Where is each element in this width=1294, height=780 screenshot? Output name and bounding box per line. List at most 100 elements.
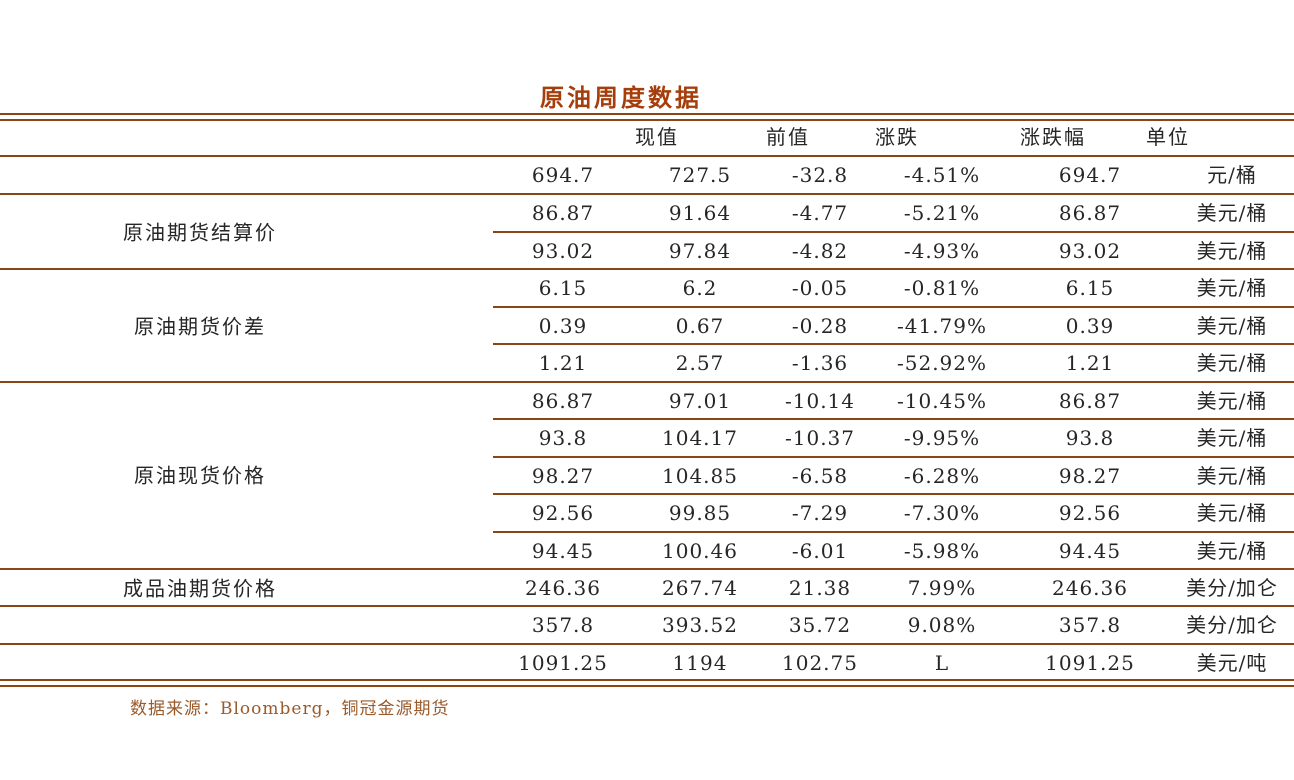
value-unit: 美分/加仑	[1186, 613, 1278, 637]
value-unit: 美元/桶	[1196, 201, 1268, 225]
value-unit: 元/桶	[1207, 163, 1257, 187]
table-row: 98.27 104.85 -6.58 -6.28% 98.27 美元/桶	[0, 458, 1294, 494]
value-current: 1.21	[538, 351, 588, 375]
value-change: -1.36	[791, 351, 849, 375]
value-unit: 美元/桶	[1196, 464, 1268, 488]
data-source-note: 数据来源：Bloomberg，铜冠金源期货	[130, 699, 450, 719]
table-row: 1.21 2.57 -1.36 -52.92% 1.21 美元/桶	[0, 345, 1294, 381]
value-change: -4.77	[791, 201, 849, 225]
col-header-current: 现值	[635, 125, 679, 149]
value-change-pct: -10.45%	[896, 389, 988, 413]
value-change: -10.37	[784, 426, 856, 450]
row-group-label: 成品油期货价格	[123, 576, 277, 601]
value-previous: 104.17	[662, 426, 738, 450]
value-unit: 美元/桶	[1196, 314, 1268, 338]
double-rule-top	[0, 119, 1294, 121]
rule-line-partial	[493, 456, 1294, 458]
value-change: -0.05	[791, 276, 849, 300]
value-current-repeat: 86.87	[1058, 389, 1122, 413]
value-current: 94.45	[531, 539, 595, 563]
value-current: 86.87	[531, 389, 595, 413]
table-row: 246.36 267.74 21.38 7.99% 246.36 美分/加仑	[0, 570, 1294, 606]
table-row: 694.7 727.5 -32.8 -4.51% 694.7 元/桶	[0, 157, 1294, 193]
value-previous: 1194	[672, 651, 728, 675]
value-previous: 0.67	[675, 314, 725, 338]
value-current-repeat: 1.21	[1065, 351, 1115, 375]
value-current: 694.7	[531, 163, 595, 187]
rule-line	[0, 381, 1294, 383]
value-current: 86.87	[531, 201, 595, 225]
value-change: -6.58	[791, 464, 849, 488]
table-row: 93.02 97.84 -4.82 -4.93% 93.02 美元/桶	[0, 233, 1294, 269]
value-unit: 美元/桶	[1196, 426, 1268, 450]
value-unit: 美元/桶	[1196, 351, 1268, 375]
value-change-pct: 7.99%	[907, 576, 977, 600]
value-current: 93.02	[531, 239, 595, 263]
value-previous: 2.57	[675, 351, 725, 375]
value-current-repeat: 6.15	[1065, 276, 1115, 300]
value-change-pct: -9.95%	[903, 426, 981, 450]
value-change: 35.72	[788, 613, 852, 637]
col-header-unit: 单位	[1146, 125, 1190, 149]
value-current: 0.39	[538, 314, 588, 338]
value-unit: 美元/桶	[1196, 501, 1268, 525]
value-change-pct: 9.08%	[907, 613, 977, 637]
col-header-change-pct: 涨跌幅	[1020, 125, 1086, 149]
value-current-repeat: 93.02	[1058, 239, 1122, 263]
value-current: 93.8	[538, 426, 588, 450]
value-current-repeat: 98.27	[1058, 464, 1122, 488]
double-rule-bottom	[0, 679, 1294, 681]
value-change-pct: -4.93%	[903, 239, 981, 263]
rule-line-partial	[493, 531, 1294, 533]
value-change-pct: -5.98%	[903, 539, 981, 563]
value-current: 98.27	[531, 464, 595, 488]
value-previous: 6.2	[682, 276, 718, 300]
table-row: 0.39 0.67 -0.28 -41.79% 0.39 美元/桶	[0, 308, 1294, 344]
value-current-repeat: 94.45	[1058, 539, 1122, 563]
value-previous: 393.52	[662, 613, 738, 637]
row-group-label: 原油期货结算价	[123, 220, 277, 245]
value-change: -6.01	[791, 539, 849, 563]
rule-line-partial	[493, 418, 1294, 420]
value-unit: 美元/桶	[1196, 276, 1268, 300]
value-current: 357.8	[531, 613, 595, 637]
value-current-repeat: 357.8	[1058, 613, 1122, 637]
table-row: 93.8 104.17 -10.37 -9.95% 93.8 美元/桶	[0, 420, 1294, 456]
value-previous: 91.64	[668, 201, 732, 225]
col-header-change: 涨跌	[875, 125, 919, 149]
table-row: 86.87 91.64 -4.77 -5.21% 86.87 美元/桶	[0, 195, 1294, 231]
value-unit: 美元/桶	[1196, 389, 1268, 413]
value-change: 102.75	[782, 651, 858, 675]
table-header-row: 现值 前值 涨跌 涨跌幅 单位	[0, 120, 1294, 154]
rule-line-partial	[493, 493, 1294, 495]
rule-line-partial	[493, 306, 1294, 308]
double-rule-top	[0, 113, 1294, 115]
value-change-pct: -6.28%	[903, 464, 981, 488]
value-previous: 100.46	[662, 539, 738, 563]
table-row: 357.8 393.52 35.72 9.08% 357.8 美分/加仑	[0, 607, 1294, 643]
value-unit: 美元/吨	[1196, 651, 1268, 675]
value-change: -4.82	[791, 239, 849, 263]
value-previous: 267.74	[662, 576, 738, 600]
value-current-repeat: 92.56	[1058, 501, 1122, 525]
row-group-label: 原油现货价格	[134, 463, 266, 488]
rule-line	[0, 193, 1294, 195]
value-change-pct: -52.92%	[896, 351, 988, 375]
value-current: 92.56	[531, 501, 595, 525]
double-rule-bottom	[0, 685, 1294, 687]
value-unit: 美分/加仑	[1186, 576, 1278, 600]
value-previous: 97.01	[668, 389, 732, 413]
value-change: -32.8	[791, 163, 849, 187]
rule-line-partial	[493, 231, 1294, 233]
value-previous: 97.84	[668, 239, 732, 263]
rule-line-partial	[493, 343, 1294, 345]
value-current: 1091.25	[518, 651, 608, 675]
rule-line	[0, 643, 1294, 645]
value-change-pct: -41.79%	[896, 314, 988, 338]
table-row: 1091.25 1194 102.75 L 1091.25 美元/吨	[0, 645, 1294, 681]
value-current-repeat: 93.8	[1065, 426, 1115, 450]
value-change-pct: -0.81%	[903, 276, 981, 300]
table-row: 92.56 99.85 -7.29 -7.30% 92.56 美元/桶	[0, 495, 1294, 531]
value-change: -10.14	[784, 389, 856, 413]
